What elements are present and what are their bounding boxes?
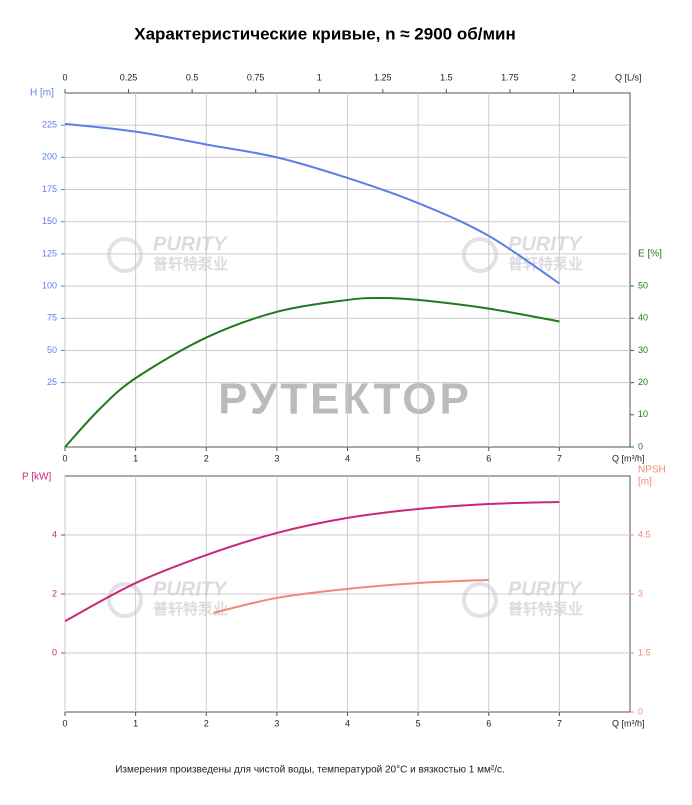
y-tick-label: 0 — [52, 647, 57, 657]
x-tick-label: 6 — [486, 718, 491, 728]
series-line — [64, 500, 560, 623]
y2-tick-label: 3 — [638, 588, 643, 598]
x2-tick-label: 0.5 — [186, 72, 199, 82]
y2-tick-label: 4.5 — [638, 529, 651, 539]
x2-tick-label: 1 — [317, 72, 322, 82]
y-axis-label: H [m] — [30, 88, 54, 99]
watermark-logo — [462, 237, 498, 273]
x-tick-label: 5 — [416, 718, 421, 728]
y-axis-label: P [kW] — [22, 472, 51, 483]
series-line — [213, 578, 489, 614]
watermark-brand: РУТЕКТОР — [218, 375, 472, 424]
x-tick-label: 6 — [486, 453, 491, 463]
y2-tick-label: 30 — [638, 345, 648, 355]
watermark-text: PURITY — [508, 578, 583, 600]
watermark-logo — [462, 582, 498, 618]
watermark-text: 普轩特泵业 — [153, 255, 228, 273]
x-axis-label: Q [m³/h] — [612, 453, 645, 463]
x2-tick-label: 0.75 — [247, 72, 265, 82]
x-tick-label: 1 — [133, 718, 138, 728]
watermark-text: 普轩特泵业 — [153, 600, 228, 618]
watermark-text: 普轩特泵业 — [508, 255, 583, 273]
y-tick-label: 75 — [47, 313, 57, 323]
y2-tick-label: 10 — [638, 409, 648, 419]
x-tick-label: 0 — [62, 718, 67, 728]
x-tick-label: 2 — [204, 453, 209, 463]
y2-tick-label: 0 — [638, 706, 643, 716]
y2-tick-label: 1.5 — [638, 647, 651, 657]
watermark-logo — [107, 582, 143, 618]
y-tick-label: 225 — [42, 120, 57, 130]
x2-tick-label: 1.75 — [501, 72, 519, 82]
x2-axis-label: Q [L/s] — [615, 72, 642, 82]
y-tick-label: 100 — [42, 280, 57, 290]
x-tick-label: 7 — [557, 453, 562, 463]
x2-tick-label: 1.25 — [374, 72, 392, 82]
y2-tick-label: 20 — [638, 377, 648, 387]
x2-tick-label: 2 — [571, 72, 576, 82]
x-tick-label: 1 — [133, 453, 138, 463]
x2-tick-label: 1.5 — [440, 72, 453, 82]
y-tick-label: 4 — [52, 529, 57, 539]
series-line — [64, 122, 560, 285]
note: Измерения произведены для чистой воды, т… — [115, 765, 505, 776]
watermark-text: PURITY — [508, 233, 583, 255]
y-tick-label: 25 — [47, 377, 57, 387]
y2-axis-label: [m] — [638, 477, 652, 488]
y-tick-label: 175 — [42, 184, 57, 194]
x-tick-label: 3 — [274, 453, 279, 463]
y2-tick-label: 50 — [638, 280, 648, 290]
x2-tick-label: 0 — [62, 72, 67, 82]
x-axis-label: Q [m³/h] — [612, 718, 645, 728]
watermark-logo — [107, 237, 143, 273]
x-tick-label: 3 — [274, 718, 279, 728]
watermark-text: PURITY — [153, 578, 228, 600]
y-tick-label: 200 — [42, 152, 57, 162]
watermark-text: 普轩特泵业 — [508, 600, 583, 618]
x-tick-label: 2 — [204, 718, 209, 728]
x-tick-label: 7 — [557, 718, 562, 728]
y-tick-label: 2 — [52, 588, 57, 598]
y-tick-label: 125 — [42, 248, 57, 258]
x2-tick-label: 0.25 — [120, 72, 138, 82]
y2-tick-label: 40 — [638, 313, 648, 323]
x-tick-label: 4 — [345, 718, 350, 728]
y2-axis-label: NPSH — [638, 465, 666, 476]
y-tick-label: 50 — [47, 345, 57, 355]
y-tick-label: 150 — [42, 216, 57, 226]
y2-axis-label: E [%] — [638, 249, 662, 260]
series-line — [64, 296, 560, 448]
x-tick-label: 4 — [345, 453, 350, 463]
x-tick-label: 5 — [416, 453, 421, 463]
y2-tick-label: 0 — [638, 441, 643, 451]
watermark-text: PURITY — [153, 233, 228, 255]
chart-title: Характеристические кривые, n ≈ 2900 об/м… — [134, 24, 516, 43]
x-tick-label: 0 — [62, 453, 67, 463]
